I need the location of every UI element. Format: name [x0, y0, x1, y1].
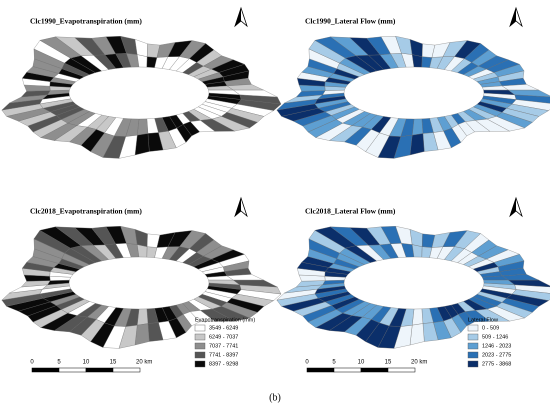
map-panel: Clc1990_Evapotranspiration (mm) — [1, 6, 282, 159]
map-panel: Clc2018_Evapotranspiration (mm) Evapotran… — [1, 196, 282, 373]
north-arrow-half — [510, 8, 516, 26]
legend-label: 3549 - 6249 — [209, 325, 238, 331]
map-title: Clc1990_Lateral Flow (mm) — [305, 17, 396, 26]
legend-swatch — [194, 360, 206, 368]
scale-label: 5 — [57, 360, 61, 366]
map-title: Clc2018_Evapotranspiration (mm) — [30, 207, 142, 216]
scale-segment — [112, 367, 141, 373]
legend-swatch — [194, 351, 206, 359]
scale-segment — [31, 367, 60, 373]
scale-segment — [360, 367, 389, 373]
legend-swatch — [467, 351, 479, 359]
legend-title: Lateral Flow — [468, 317, 498, 323]
legend-label: 8397 - 9298 — [209, 361, 238, 367]
scale-segment — [85, 367, 114, 373]
north-arrow-half — [235, 8, 241, 26]
scale-segment — [333, 367, 362, 373]
map-title: Clc1990_Evapotranspiration (mm) — [30, 17, 142, 26]
scale-label: 20 km — [136, 360, 152, 366]
scale-segment — [387, 367, 416, 373]
north-arrow-half — [510, 198, 516, 216]
legend-swatch — [194, 333, 206, 341]
legend-swatch — [467, 360, 479, 368]
sub-basin — [507, 89, 550, 98]
legend-swatch — [194, 324, 206, 332]
north-arrow-half — [235, 198, 241, 216]
legend-label: 7037 - 7741 — [209, 343, 238, 349]
legend-title: Evapotranspiration (mm) — [195, 317, 255, 323]
scale-label: 0 — [305, 360, 309, 366]
scale-segment — [58, 367, 87, 373]
legend-label: 509 - 1246 — [482, 334, 508, 340]
legend-label: 2023 - 2775 — [482, 352, 511, 358]
legend-label: 1246 - 2023 — [482, 343, 511, 349]
legend-swatch — [467, 324, 479, 332]
sub-basin — [232, 89, 278, 98]
scale-label: 10 — [83, 360, 90, 366]
scale-segment — [306, 367, 335, 373]
map-title: Clc2018_Lateral Flow (mm) — [305, 207, 396, 216]
legend-swatch — [194, 342, 206, 350]
legend-label: 0 - 509 — [482, 325, 499, 331]
caption: (b) — [269, 392, 281, 403]
legend-label: 2775 - 3868 — [482, 361, 511, 367]
sub-basin — [507, 279, 550, 288]
scale-label: 0 — [30, 360, 34, 366]
scale-label: 15 — [110, 360, 117, 366]
scale-label: 15 — [385, 360, 392, 366]
sub-basin — [232, 279, 278, 288]
legend-swatch — [467, 342, 479, 350]
scale-label: 10 — [358, 360, 365, 366]
scale-label: 20 km — [411, 360, 427, 366]
scale-label: 5 — [332, 360, 336, 366]
legend-label: 6249 - 7037 — [209, 334, 238, 340]
legend-label: 7741 - 8397 — [209, 352, 238, 358]
map-panel: Clc1990_Lateral Flow (mm) — [276, 6, 550, 159]
map-panel: Clc2018_Lateral Flow (mm) Lateral Flow 0 -… — [276, 196, 550, 373]
legend-swatch — [467, 333, 479, 341]
